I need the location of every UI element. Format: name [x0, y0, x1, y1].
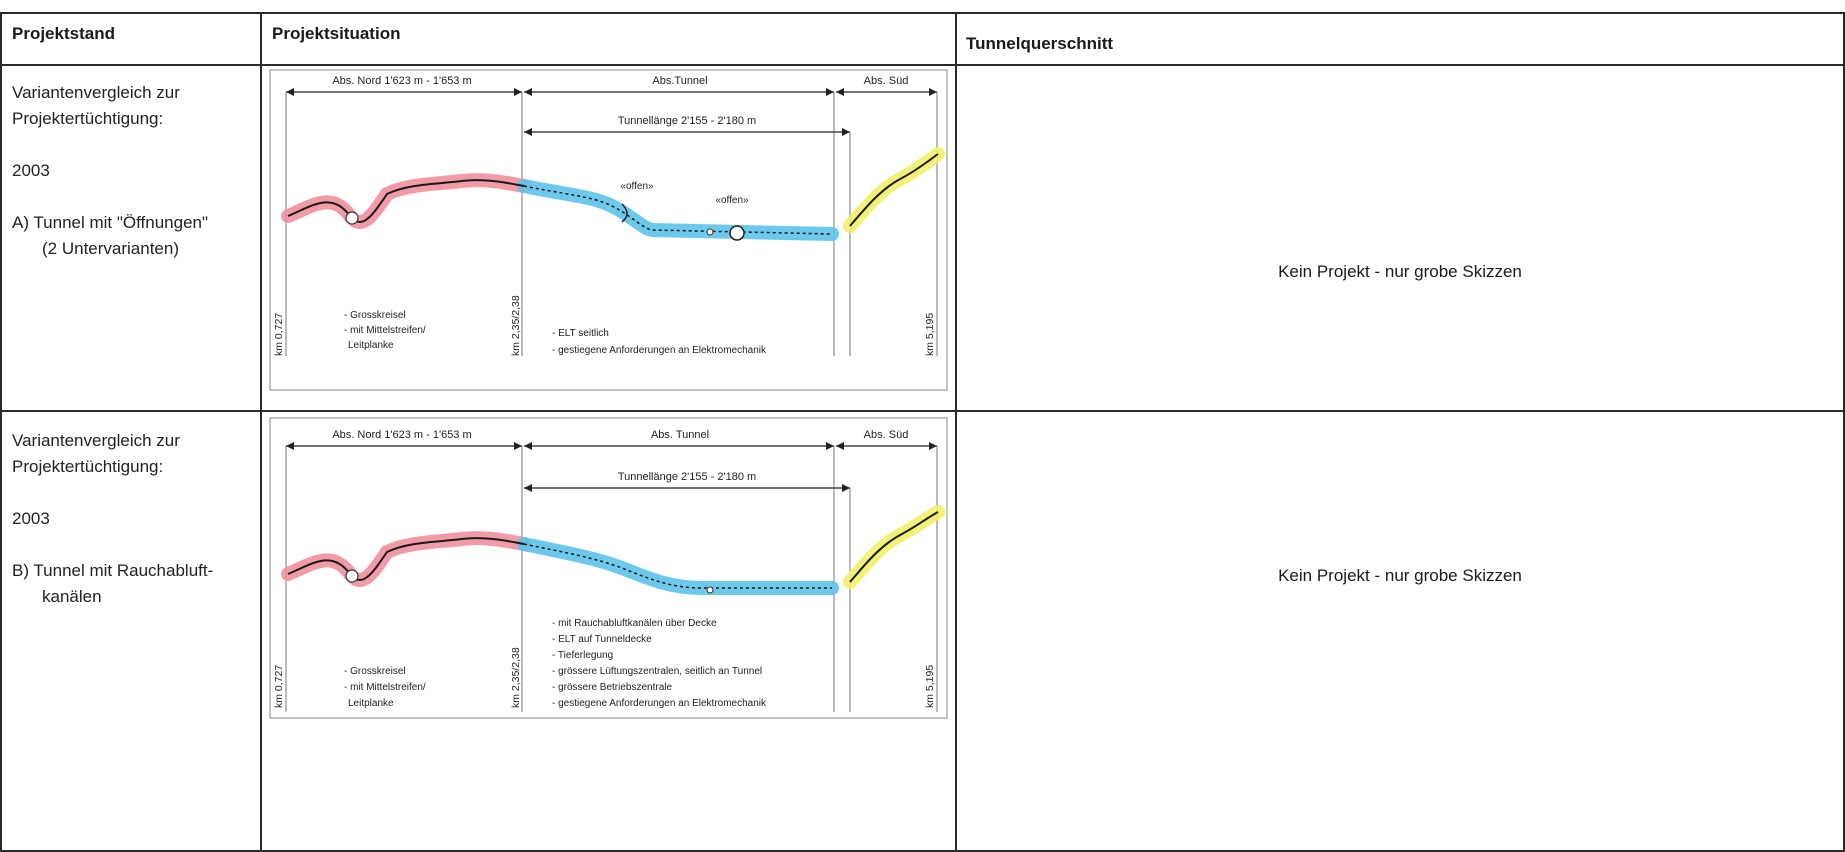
row2-querschnitt: Kein Projekt - nur grobe Skizzen — [1278, 566, 1522, 585]
row1-tunnel-length-label: Tunnellänge 2'155 - 2'180 m — [618, 115, 756, 127]
row1-km-start: km 0,727 — [273, 313, 285, 356]
header-tunnelquerschnitt: Tunnelquerschnitt — [966, 34, 1114, 53]
row2-border-frame — [269, 417, 948, 719]
row1-border-frame — [269, 69, 948, 391]
row2-sued-band — [843, 505, 945, 589]
row2-variant-line2: kanälen — [42, 587, 102, 606]
table-right-border — [1843, 12, 1845, 852]
row1-section-sued-label: Abs. Süd — [864, 75, 909, 87]
row2-notes-right: - mit Rauchabluftkanälen über Decke - EL… — [552, 618, 767, 709]
row1-variant-line1: A) Tunnel mit "Öffnungen" — [12, 213, 209, 232]
row2-tunnel-band — [517, 537, 839, 595]
row1-notes-left: - Grosskreisel - mit Mittelstreifen/ Lei… — [344, 310, 428, 351]
column-divider-1 — [260, 12, 262, 852]
row2-section-sued-label: Abs. Süd — [864, 429, 909, 441]
row2-stand-line1: Variantenvergleich zur — [12, 431, 180, 450]
row2-year: 2003 — [12, 509, 50, 528]
header-projektsituation: Projektsituation — [272, 24, 401, 43]
row1-section-tunnel-label: Abs.Tunnel — [652, 75, 707, 87]
row2-km-mid: km 2,35/2,38 — [510, 647, 522, 708]
column-divider-2 — [955, 12, 957, 852]
row1-variant-line2: (2 Untervarianten) — [42, 239, 180, 258]
row2-variant-line1: B) Tunnel mit Rauchabluft- — [12, 561, 214, 580]
row2-nord-band — [281, 531, 531, 587]
row2-stand-line2: Projektertüchtigung: — [12, 457, 164, 476]
row-divider — [0, 410, 1845, 412]
row2-section-tunnel-label: Abs. Tunnel — [651, 429, 709, 441]
table-left-border — [0, 12, 2, 852]
row1-nord-band — [281, 173, 531, 229]
row1-tunnel-band — [517, 179, 839, 241]
row1-querschnitt: Kein Projekt - nur grobe Skizzen — [1278, 262, 1522, 281]
row1-year: 2003 — [12, 161, 50, 180]
row1-open-label-1: «offen» — [620, 181, 654, 192]
header-bottom-border — [0, 64, 1845, 66]
row2-km-end: km 5,195 — [924, 665, 936, 708]
row1-situation-diagram: Abs. Nord 1'623 m - 1'653 m Abs.Tunnel A… — [269, 69, 948, 391]
table-bottom-border — [0, 850, 1845, 852]
row2-situation-diagram: Abs. Nord 1'623 m - 1'653 m Abs. Tunnel … — [269, 417, 948, 719]
row1-stand-line1: Variantenvergleich zur — [12, 83, 180, 102]
row1-stand-line2: Projektertüchtigung: — [12, 109, 164, 128]
row2-projektstand: Variantenvergleich zur Projektertüchtigu… — [12, 428, 252, 610]
row1-open-label-2: «offen» — [715, 195, 749, 206]
row2-tunnel-length-label: Tunnellänge 2'155 - 2'180 m — [618, 471, 756, 483]
table-top-border — [0, 12, 1845, 14]
row1-km-end: km 5,195 — [924, 313, 936, 356]
row1-section-nord-label: Abs. Nord 1'623 m - 1'653 m — [332, 75, 471, 87]
row2-km-start: km 0,727 — [273, 665, 285, 708]
row1-km-mid: km 2,35/2,38 — [510, 295, 522, 356]
row2-section-nord-label: Abs. Nord 1'623 m - 1'653 m — [332, 429, 471, 441]
row1-projektstand: Variantenvergleich zur Projektertüchtigu… — [12, 80, 252, 262]
row2-notes-left: - Grosskreisel - mit Mittelstreifen/ Lei… — [344, 666, 428, 709]
row1-notes-right: - ELT seitlich - gestiegene Anforderunge… — [552, 328, 767, 356]
header-projektstand: Projektstand — [12, 24, 115, 43]
